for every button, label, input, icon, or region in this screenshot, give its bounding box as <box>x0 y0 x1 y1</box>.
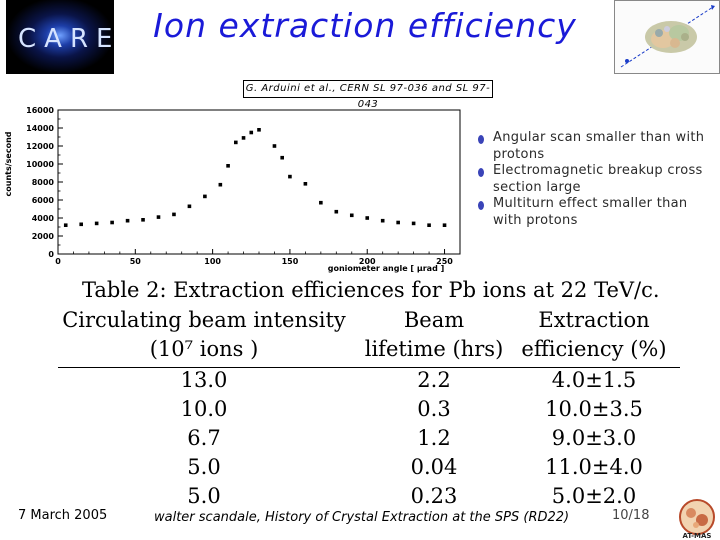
data-point <box>63 223 68 227</box>
bullet-item: Angular scan smaller than with protons <box>478 130 710 163</box>
y-tick-label: 0 <box>48 250 54 259</box>
header-line: Beam <box>403 308 465 332</box>
header-line: efficiency (%) <box>521 337 667 361</box>
bullet-text: Electromagnetic breakup cross section la… <box>493 163 703 195</box>
data-point <box>234 140 238 145</box>
plot-frame <box>57 109 461 255</box>
x-tick-label: 150 <box>282 257 299 266</box>
crystal-thumbnail-image <box>614 0 720 74</box>
data-point <box>141 218 145 222</box>
footer-author: walter scandale, History of Crystal Extr… <box>154 510 570 525</box>
data-point <box>187 204 192 209</box>
bullet-icon <box>478 168 484 177</box>
header-line: (10⁷ ions ) <box>149 337 259 361</box>
cell-lifetime: 0.3 <box>417 397 451 421</box>
data-point <box>272 144 277 148</box>
x-tick-label: 50 <box>130 257 142 266</box>
cell-efficiency: 10.0±3.5 <box>545 397 643 421</box>
y-tick-label: 16000 <box>26 106 54 115</box>
data-point <box>79 222 83 227</box>
x-axis-label: goniometer angle [ μrad ] <box>328 264 445 273</box>
plot-points <box>63 128 447 227</box>
y-tick-label: 8000 <box>32 178 55 187</box>
x-tick-label: 250 <box>436 257 453 266</box>
cell-intensity: 10.0 <box>180 397 228 421</box>
bullet-icon <box>478 135 484 144</box>
column-header-intensity: Circulating beam intensity (10⁷ ions ) <box>54 306 354 364</box>
cell-intensity: 6.7 <box>187 426 221 450</box>
table-divider <box>58 367 680 368</box>
y-tick-label: 14000 <box>26 124 54 133</box>
bullet-text: Multiturn effect smaller than with proto… <box>493 196 688 228</box>
data-point <box>156 215 161 219</box>
footer-page-number: 10/18 <box>612 508 650 523</box>
data-point <box>365 216 370 220</box>
x-tick-label: 0 <box>55 257 61 266</box>
y-axis-label: counts/second <box>4 131 13 196</box>
bullet-icon <box>478 201 484 210</box>
angular-scan-plot: 0 50 100 150 200 250 0 2000 4000 6000 8000 10000 120… <box>4 106 461 273</box>
data-point <box>303 182 308 186</box>
y-tick-label: 4000 <box>32 214 55 223</box>
reference-box: G. Arduini et al., CERN SL 97-036 and SL… <box>243 80 493 110</box>
data-point <box>411 221 416 226</box>
column-header-lifetime: Beam lifetime (hrs) <box>354 306 514 364</box>
crystal-image-icon <box>620 5 715 68</box>
plot-axes <box>57 109 461 255</box>
data-point <box>110 220 114 225</box>
data-point <box>396 220 400 225</box>
logo-text: CARE <box>18 24 114 54</box>
data-point <box>203 194 207 199</box>
x-tick-label: 200 <box>359 257 376 266</box>
y-tick-label: 10000 <box>26 160 54 169</box>
data-point <box>172 212 176 217</box>
footer-date: 7 March 2005 <box>18 508 108 523</box>
bullet-text: Angular scan smaller than with protons <box>493 130 705 162</box>
data-point <box>249 130 254 135</box>
header-line: Extraction <box>538 308 650 332</box>
cell-lifetime: 0.23 <box>410 484 458 508</box>
cell-lifetime: 0.04 <box>410 455 458 479</box>
logo-glow <box>6 0 114 74</box>
y-tick-label: 2000 <box>32 232 55 241</box>
y-tick-label: 6000 <box>32 196 55 205</box>
bullet-list: Angular scan smaller than with protons E… <box>478 130 710 229</box>
bullet-item: Electromagnetic breakup cross section la… <box>478 163 710 196</box>
data-point <box>280 155 284 160</box>
cell-intensity: 5.0 <box>187 484 221 508</box>
data-point <box>94 221 99 226</box>
cell-efficiency: 5.0±2.0 <box>551 484 637 508</box>
cell-lifetime: 1.2 <box>417 426 451 450</box>
column-header-efficiency: Extraction efficiency (%) <box>514 306 674 364</box>
x-tick-label: 100 <box>204 257 221 266</box>
data-point <box>288 174 292 179</box>
atmas-logo: AT-MAS <box>679 499 715 540</box>
bullet-item: Multiturn effect smaller than with proto… <box>478 196 710 229</box>
cell-lifetime: 2.2 <box>417 368 451 392</box>
atmas-label: AT-MAS <box>683 532 712 540</box>
data-point <box>349 213 354 218</box>
table-caption: Table 2: Extraction efficiences for Pb i… <box>82 278 660 302</box>
data-point <box>334 209 339 214</box>
cell-intensity: 13.0 <box>180 368 228 392</box>
cell-efficiency: 4.0±1.5 <box>551 368 637 392</box>
data-point <box>257 128 261 132</box>
header-line: lifetime (hrs) <box>364 337 504 361</box>
data-point <box>319 200 323 205</box>
cell-intensity: 5.0 <box>187 455 221 479</box>
page-title: Ion extraction efficiency <box>153 6 577 45</box>
cell-efficiency: 11.0±4.0 <box>545 455 643 479</box>
data-point <box>218 182 223 187</box>
data-point <box>427 223 431 227</box>
data-point <box>380 218 385 223</box>
data-point <box>226 164 230 168</box>
care-logo: CARE <box>6 0 114 74</box>
data-point <box>125 218 130 223</box>
cell-efficiency: 9.0±3.0 <box>551 426 637 450</box>
header-line: Circulating beam intensity <box>62 308 346 332</box>
data-point <box>241 136 246 140</box>
plot-ticks: 0 50 100 150 200 250 0 2000 4000 6000 8000 10000 120… <box>26 106 453 266</box>
y-tick-label: 12000 <box>26 142 54 151</box>
data-point <box>442 223 447 227</box>
